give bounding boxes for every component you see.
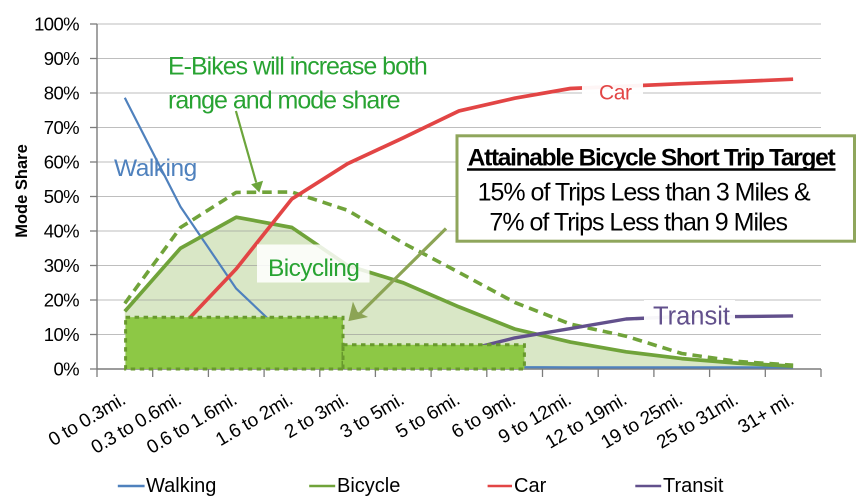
svg-text:3 to 5mi.: 3 to 5mi.: [337, 389, 408, 443]
svg-text:90%: 90%: [44, 48, 79, 69]
svg-text:40%: 40%: [44, 221, 79, 242]
svg-text:50%: 50%: [44, 186, 79, 207]
svg-text:2 to 3mi.: 2 to 3mi.: [281, 389, 352, 443]
svg-text:31+ mi.: 31+ mi.: [735, 389, 798, 438]
svg-text:80%: 80%: [44, 83, 79, 104]
svg-text:E-Bikes will increase both: E-Bikes will increase both: [168, 53, 427, 81]
svg-text:Walking: Walking: [146, 475, 216, 497]
svg-text:70%: 70%: [44, 117, 79, 138]
svg-text:5 to 6mi.: 5 to 6mi.: [392, 389, 463, 443]
svg-text:Car: Car: [599, 82, 632, 105]
svg-text:20%: 20%: [44, 290, 79, 311]
svg-text:Transit: Transit: [653, 303, 730, 331]
svg-text:0%: 0%: [53, 359, 79, 380]
svg-text:100%: 100%: [34, 14, 79, 35]
svg-text:15% of Trips Less than 3 Miles: 15% of Trips Less than 3 Miles &: [478, 179, 811, 207]
svg-text:range and mode share: range and mode share: [168, 87, 400, 115]
svg-text:Attainable Bicycle Short Trip: Attainable Bicycle Short Trip Target: [468, 145, 836, 172]
svg-text:Bicycling: Bicycling: [268, 255, 359, 282]
svg-text:7% of Trips Less than 9 Miles: 7% of Trips Less than 9 Miles: [489, 209, 787, 237]
svg-text:10%: 10%: [44, 324, 79, 345]
svg-text:Transit: Transit: [663, 475, 724, 497]
svg-text:Mode Share: Mode Share: [13, 144, 31, 238]
svg-text:Car: Car: [514, 475, 547, 497]
svg-text:Walking: Walking: [114, 155, 197, 182]
svg-text:30%: 30%: [44, 255, 79, 276]
svg-text:Bicycle: Bicycle: [337, 475, 400, 497]
svg-text:60%: 60%: [44, 152, 79, 173]
